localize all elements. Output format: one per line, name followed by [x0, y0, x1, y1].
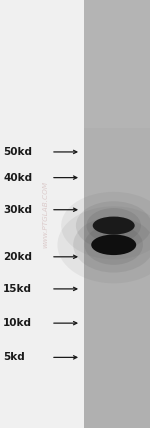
- Ellipse shape: [91, 235, 136, 255]
- Text: 20kd: 20kd: [3, 252, 32, 262]
- Ellipse shape: [86, 208, 141, 243]
- Text: 5kd: 5kd: [3, 352, 25, 363]
- Bar: [84, 0, 150, 428]
- Bar: [84, 0, 150, 128]
- Text: www.PTGLAB.COM: www.PTGLAB.COM: [42, 181, 48, 247]
- Ellipse shape: [57, 206, 150, 283]
- Text: 50kd: 50kd: [3, 147, 32, 157]
- Text: 40kd: 40kd: [3, 172, 32, 183]
- Text: 10kd: 10kd: [3, 318, 32, 328]
- Ellipse shape: [76, 201, 150, 250]
- Ellipse shape: [93, 217, 135, 235]
- Ellipse shape: [84, 225, 143, 265]
- Ellipse shape: [61, 192, 150, 259]
- Text: 15kd: 15kd: [3, 284, 32, 294]
- Ellipse shape: [73, 217, 150, 273]
- Text: 30kd: 30kd: [3, 205, 32, 215]
